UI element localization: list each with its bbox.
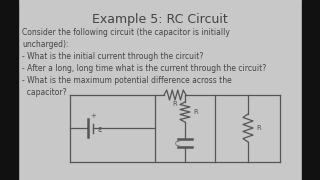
Bar (302, 0, 320, 180)
Text: +: + (90, 113, 96, 119)
Bar (0, 0, 18, 180)
Text: - What is the maximum potential difference across the: - What is the maximum potential differen… (22, 76, 232, 85)
Text: Consider the following circuit (the capacitor is initially: Consider the following circuit (the capa… (22, 28, 230, 37)
Text: capacitor?: capacitor? (22, 88, 67, 97)
Text: - What is the initial current through the circuit?: - What is the initial current through th… (22, 52, 204, 61)
Text: R: R (193, 109, 198, 115)
Text: C: C (175, 141, 180, 147)
Text: R: R (256, 125, 261, 131)
Text: ε: ε (98, 125, 102, 134)
Text: R: R (172, 101, 177, 107)
Text: uncharged):: uncharged): (22, 40, 68, 49)
Text: Example 5: RC Circuit: Example 5: RC Circuit (92, 13, 228, 26)
Text: - After a long, long time what is the current through the circuit?: - After a long, long time what is the cu… (22, 64, 266, 73)
